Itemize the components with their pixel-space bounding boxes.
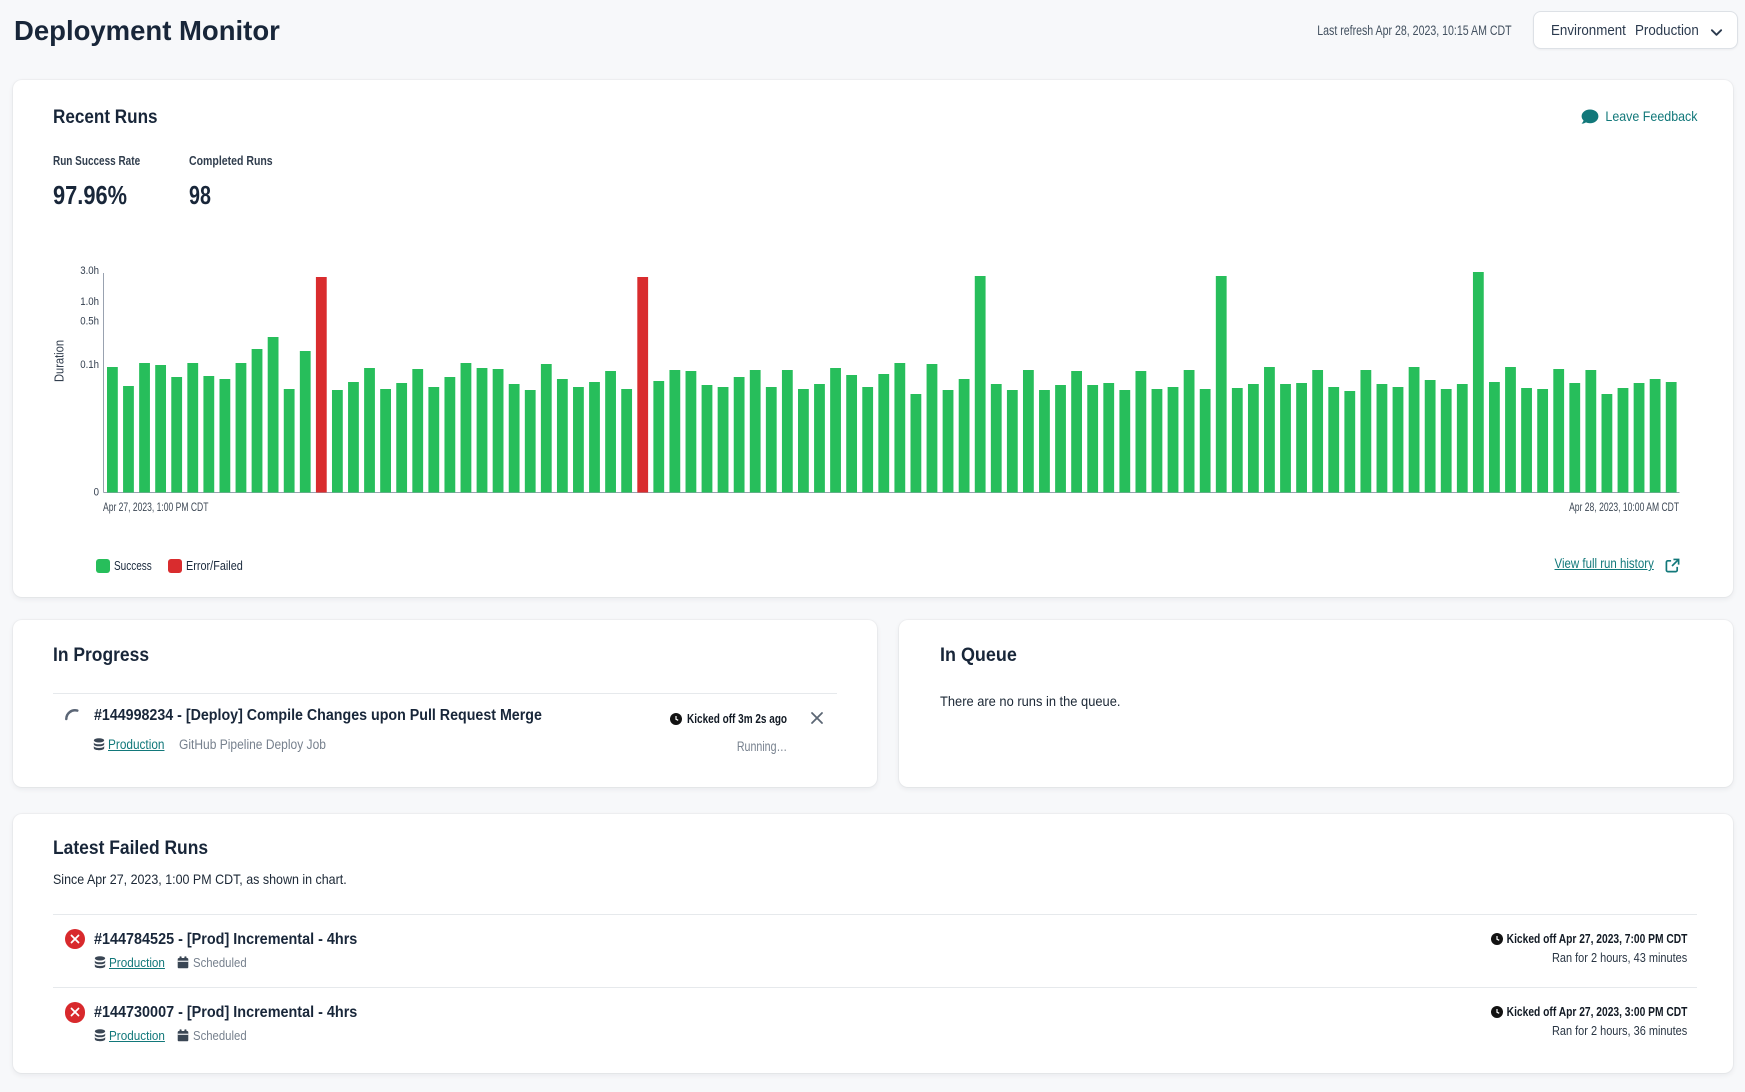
svg-text:Duration: Duration	[52, 340, 67, 382]
svg-text:0.5h: 0.5h	[80, 315, 99, 328]
svg-text:0: 0	[94, 486, 99, 499]
svg-text:1.0h: 1.0h	[80, 295, 99, 308]
svg-text:3.0h: 3.0h	[80, 264, 99, 277]
svg-text:0.1h: 0.1h	[80, 358, 99, 371]
